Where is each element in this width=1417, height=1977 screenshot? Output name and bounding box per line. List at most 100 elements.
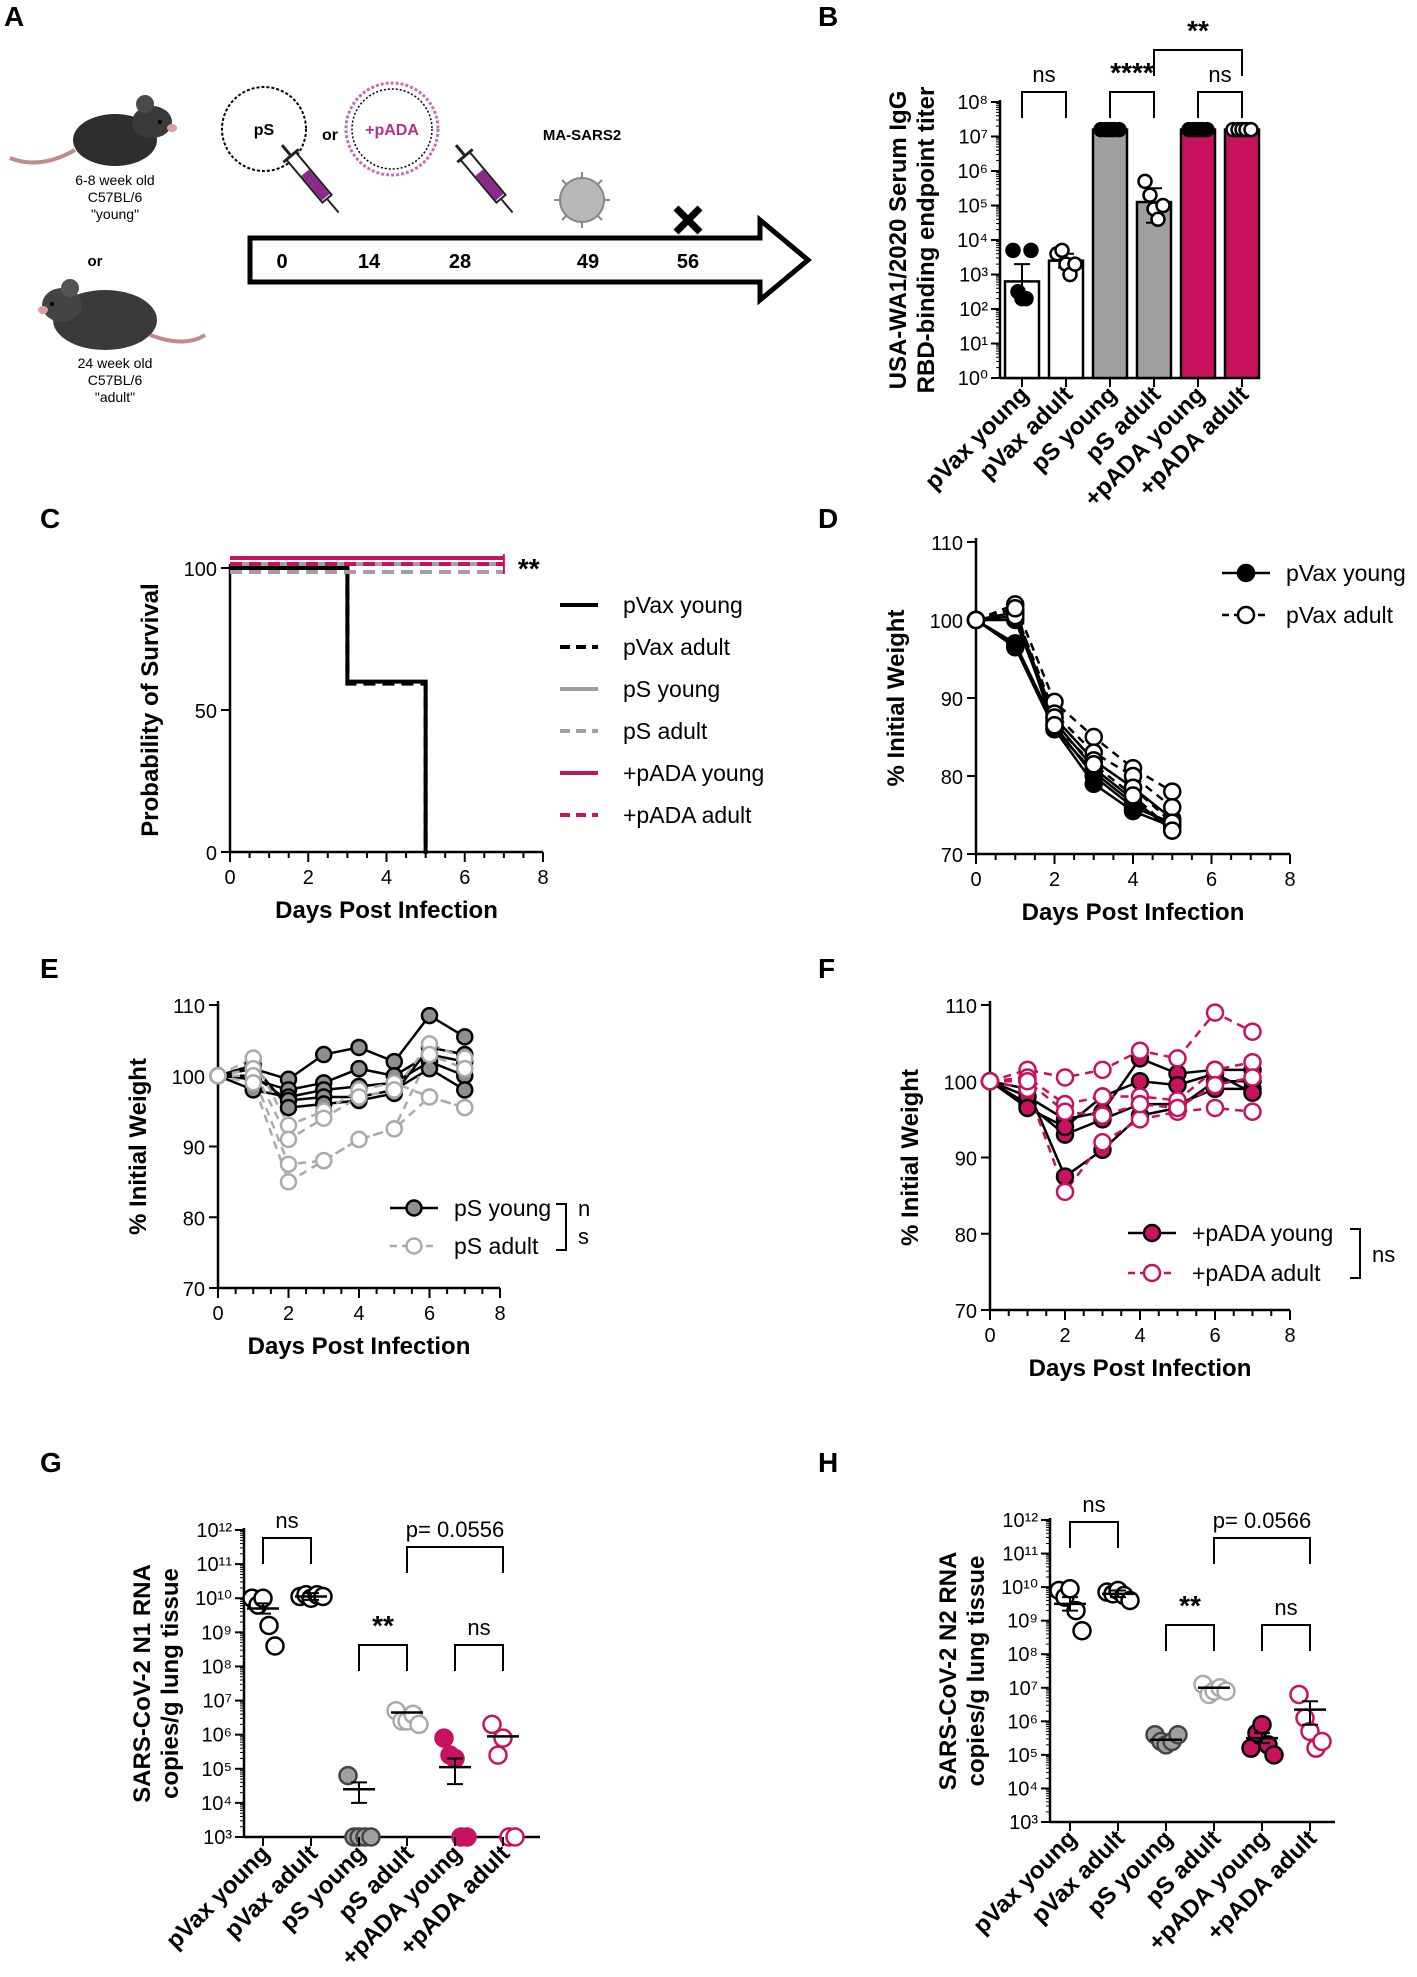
survival-line	[230, 566, 428, 852]
y-axis-title: % Initial Weight	[125, 1058, 152, 1235]
mouse-young-icon	[9, 95, 177, 166]
significance-bracket	[1165, 1624, 1215, 1651]
bar	[1135, 200, 1173, 380]
data-point	[434, 1728, 454, 1748]
x-axis-title: Days Post Infection	[1022, 899, 1245, 926]
data-point	[1163, 782, 1182, 801]
y-axis-title: SARS-CoV-2 N2 RNA	[935, 1552, 962, 1791]
plasmid-ps-label: pS	[254, 122, 275, 139]
significance-label: ns	[1274, 1595, 1297, 1620]
data-point	[1168, 1075, 1187, 1095]
data-point	[1130, 1072, 1150, 1091]
virus-icon	[554, 172, 610, 228]
y-axis-title: SARS-CoV-2 N1 RNA	[129, 1564, 156, 1803]
data-point	[456, 1059, 474, 1078]
significance-bracket	[262, 1537, 312, 1564]
mouse-adult-icon	[38, 279, 207, 350]
y-axis-title: % Initial Weight	[883, 610, 910, 787]
data-point	[265, 1636, 285, 1656]
legend-marker	[1142, 1263, 1162, 1283]
y-tick-label: 10⁹	[1007, 1611, 1038, 1633]
panel-label-h: H	[818, 1447, 838, 1478]
legend-label: pVax young	[623, 592, 743, 618]
y-tick-label: 10⁶	[202, 1725, 232, 1747]
y-tick-label: 10¹²	[196, 1520, 232, 1542]
significance-bracket	[1213, 1537, 1311, 1564]
data-point	[1093, 1133, 1112, 1152]
data-point	[1055, 1182, 1075, 1202]
timeline-day-56: 56	[677, 251, 699, 273]
data-point	[409, 1714, 429, 1735]
significance-bracket	[1021, 91, 1067, 118]
significance-label: **	[1179, 1590, 1201, 1621]
error-bar	[351, 1781, 367, 1804]
data-point	[279, 1155, 298, 1173]
weight-line	[975, 614, 1174, 820]
y-axis-title: copies/g lung tissue	[157, 1568, 184, 1799]
x-tick-label: 6	[459, 867, 470, 889]
y-tick-label: 10⁷	[959, 127, 988, 149]
significance-label: p= 0.0556	[406, 1517, 504, 1542]
data-point	[350, 1088, 368, 1106]
data-point	[1243, 1052, 1262, 1072]
y-tick-label: 10⁵	[957, 196, 988, 218]
data-point	[350, 1038, 368, 1057]
data-point	[1072, 1620, 1092, 1641]
data-point	[1093, 1106, 1112, 1125]
y-tick-label: 110	[945, 996, 977, 1018]
error-bar	[1110, 1589, 1126, 1599]
data-point	[420, 1006, 439, 1025]
significance-label: ns	[467, 1615, 490, 1640]
timeline-day-14: 14	[358, 251, 381, 273]
x-tick-label: 2	[1049, 869, 1060, 891]
data-point	[244, 1074, 262, 1092]
significance-label: **	[518, 553, 540, 584]
significance-label: ns	[275, 1508, 298, 1533]
y-tick-label: 100	[172, 1067, 205, 1089]
significance-label: n	[578, 1196, 590, 1221]
y-tick-label: 10¹⁰	[1001, 1577, 1038, 1599]
data-point	[1243, 1083, 1262, 1102]
significance-bracket	[406, 1546, 504, 1573]
mouse-adult-label-1: 24 week old	[78, 355, 153, 371]
significance-bracket	[556, 1203, 567, 1251]
y-tick-label: 80	[183, 1208, 205, 1230]
data-point	[966, 610, 986, 630]
y-tick-label: 10¹	[959, 334, 988, 356]
y-tick-label: 10³	[1009, 1812, 1038, 1834]
x-tick-label: 8	[1284, 869, 1295, 891]
data-point	[1312, 1731, 1332, 1752]
data-point	[1264, 1745, 1284, 1765]
y-tick-label: 10⁸	[201, 1656, 232, 1678]
data-point	[1060, 1579, 1080, 1599]
data-point	[1018, 1072, 1037, 1091]
panel-label-d: D	[818, 503, 838, 534]
schematic-or-label: or	[88, 253, 103, 270]
y-axis-title: RBD-binding endpoint titer	[913, 87, 940, 394]
x-tick-label: 2	[283, 1303, 294, 1325]
y-tick-label: 10⁴	[957, 230, 988, 252]
chart-b-endpoint-titer: 10⁰ 10¹ 10² 10³ 10⁴ 10⁵ 10⁶ 10⁷ 10⁸ USA-WA1/2020 …	[885, 15, 1261, 512]
data-point	[350, 1059, 368, 1078]
x-tick-label: 4	[1127, 869, 1138, 891]
syringe-icon-1	[280, 144, 340, 214]
data-point	[1005, 242, 1021, 259]
mouse-adult-label-3: "adult"	[95, 389, 135, 405]
weight-line	[975, 618, 1173, 824]
data-point	[1054, 242, 1070, 259]
significance-label: ns	[1372, 1242, 1395, 1267]
y-tick-label: 70	[183, 1279, 205, 1301]
y-tick-label: 10²	[959, 299, 988, 321]
x-tick-label: 2	[1059, 1325, 1070, 1347]
data-point	[488, 1745, 508, 1765]
error-bar	[1254, 1732, 1270, 1745]
legend-marker	[405, 1237, 423, 1255]
legend-marker	[1236, 563, 1256, 583]
significance-label: **	[372, 1610, 394, 1641]
data-point	[1243, 1022, 1262, 1041]
legend-marker	[1142, 1223, 1162, 1243]
virus-label: MA-SARS2	[543, 127, 621, 144]
data-point	[350, 1130, 368, 1149]
data-point	[1055, 1102, 1075, 1121]
